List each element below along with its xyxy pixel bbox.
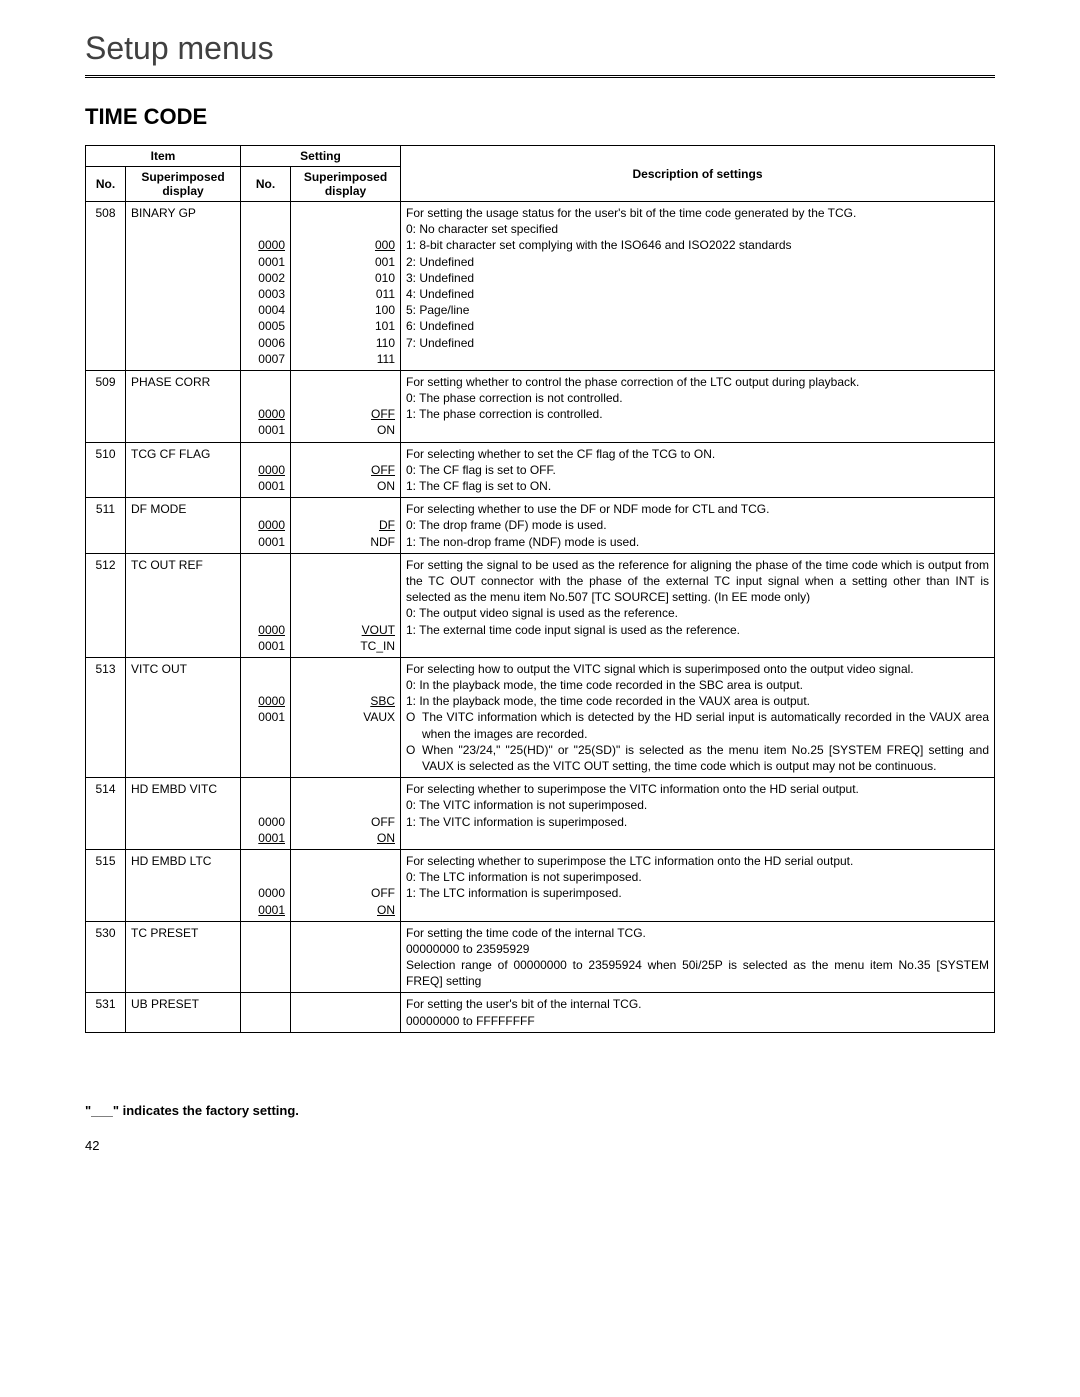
row-setting-no: 00000001	[241, 778, 291, 850]
row-setting-name: VOUTTC_IN	[291, 553, 401, 657]
row-setting-name: DFNDF	[291, 498, 401, 554]
row-setting-name: OFFON	[291, 778, 401, 850]
row-no: 514	[86, 778, 126, 850]
header-item-no: No.	[86, 167, 126, 202]
table-row: 515HD EMBD LTC 00000001 OFFONFor selecti…	[86, 849, 995, 921]
footnote: "___" indicates the factory setting.	[85, 1103, 995, 1118]
header-setting-no: No.	[241, 167, 291, 202]
row-name: VITC OUT	[126, 657, 241, 777]
row-no: 515	[86, 849, 126, 921]
row-description: For selecting how to output the VITC sig…	[401, 657, 995, 777]
row-setting-no: 00000001	[241, 553, 291, 657]
row-name: TC OUT REF	[126, 553, 241, 657]
table-row: 530TC PRESET For setting the time code of…	[86, 921, 995, 993]
row-setting-no: 00000001	[241, 498, 291, 554]
table-row: 513VITC OUT 00000001 SBCVAUXFor selectin…	[86, 657, 995, 777]
header-desc: Description of settings	[401, 146, 995, 202]
row-description: For setting whether to control the phase…	[401, 370, 995, 442]
row-no: 508	[86, 202, 126, 371]
row-name: TCG CF FLAG	[126, 442, 241, 498]
row-setting-no	[241, 921, 291, 993]
row-description: For selecting whether to superimpose the…	[401, 778, 995, 850]
row-description: For selecting whether to set the CF flag…	[401, 442, 995, 498]
row-description: For selecting whether to use the DF or N…	[401, 498, 995, 554]
row-name: BINARY GP	[126, 202, 241, 371]
row-setting-no: 00000001000200030004000500060007	[241, 202, 291, 371]
row-setting-no: 00000001	[241, 849, 291, 921]
table-row: 509PHASE CORR 00000001 OFFONFor setting …	[86, 370, 995, 442]
row-no: 511	[86, 498, 126, 554]
row-no: 531	[86, 993, 126, 1032]
row-name: PHASE CORR	[126, 370, 241, 442]
row-setting-name: 000001010011100101110111	[291, 202, 401, 371]
row-setting-name: OFFON	[291, 442, 401, 498]
row-name: HD EMBD LTC	[126, 849, 241, 921]
row-description: For setting the usage status for the use…	[401, 202, 995, 371]
row-no: 510	[86, 442, 126, 498]
table-row: 514HD EMBD VITC 00000001 OFFONFor select…	[86, 778, 995, 850]
section-title: TIME CODE	[85, 104, 995, 130]
row-setting-name	[291, 993, 401, 1032]
header-item-display: Superimposeddisplay	[126, 167, 241, 202]
row-setting-name: OFFON	[291, 849, 401, 921]
header-setting: Setting	[241, 146, 401, 167]
header-divider	[85, 75, 995, 79]
row-no: 530	[86, 921, 126, 993]
table-row: 531UB PRESET For setting the user's bit o…	[86, 993, 995, 1032]
row-description: For setting the time code of the interna…	[401, 921, 995, 993]
row-setting-no: 00000001	[241, 657, 291, 777]
row-description: For setting the user's bit of the intern…	[401, 993, 995, 1032]
settings-table: Item Setting Description of settings No.…	[85, 145, 995, 1033]
row-setting-no: 00000001	[241, 370, 291, 442]
table-row: 510TCG CF FLAG 00000001 OFFONFor selecti…	[86, 442, 995, 498]
row-setting-no: 00000001	[241, 442, 291, 498]
row-setting-no	[241, 993, 291, 1032]
header-setting-display: Superimposeddisplay	[291, 167, 401, 202]
row-description: For setting the signal to be used as the…	[401, 553, 995, 657]
row-setting-name	[291, 921, 401, 993]
table-row: 511DF MODE 00000001 DFNDFFor selecting w…	[86, 498, 995, 554]
row-name: DF MODE	[126, 498, 241, 554]
header-item: Item	[86, 146, 241, 167]
table-row: 512TC OUT REF 00000001 VOUTTC_INFor sett…	[86, 553, 995, 657]
row-setting-name: SBCVAUX	[291, 657, 401, 777]
row-name: UB PRESET	[126, 993, 241, 1032]
table-row: 508BINARY GP 000000010002000300040005000…	[86, 202, 995, 371]
page-header: Setup menus	[85, 30, 995, 67]
row-no: 512	[86, 553, 126, 657]
row-no: 509	[86, 370, 126, 442]
row-name: TC PRESET	[126, 921, 241, 993]
row-name: HD EMBD VITC	[126, 778, 241, 850]
row-no: 513	[86, 657, 126, 777]
page-number: 42	[85, 1138, 995, 1153]
row-setting-name: OFFON	[291, 370, 401, 442]
row-description: For selecting whether to superimpose the…	[401, 849, 995, 921]
